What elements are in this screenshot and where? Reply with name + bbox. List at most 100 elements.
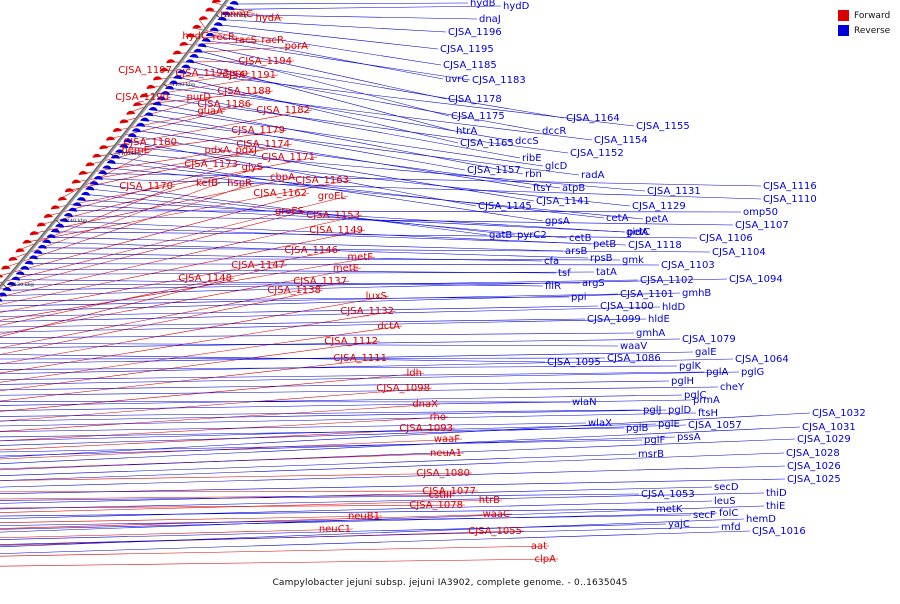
reverse-leader-line <box>0 409 642 417</box>
forward-gene-label: metF <box>347 252 373 263</box>
reverse-leader-line <box>0 424 687 446</box>
reverse-gene-label: CJSA_1026 <box>787 461 841 472</box>
reverse-gene-label: gpsA <box>545 216 570 227</box>
reverse-gene-label: CJSA_1107 <box>735 220 789 231</box>
reverse-leader-line <box>0 436 676 457</box>
gene-feature <box>140 117 150 122</box>
reverse-leader-line <box>0 500 713 519</box>
forward-gene-label: racS <box>235 35 257 46</box>
reverse-gene-label: argS <box>582 278 605 289</box>
gene-feature <box>159 67 169 72</box>
forward-gene-label: aat <box>531 541 547 552</box>
reverse-gene-label: rpsB <box>590 253 613 264</box>
reverse-leader-line <box>202 51 450 117</box>
forward-gene-label: CJSA_1180 <box>123 137 177 148</box>
reverse-gene-label: pssA <box>677 432 701 443</box>
forward-gene-label: kefB <box>196 178 218 189</box>
forward-leader-line <box>0 387 433 422</box>
reverse-leader-line <box>111 168 644 220</box>
reverse-leader-line <box>0 318 586 328</box>
reverse-gene-label: leuS <box>714 496 736 507</box>
forward-gene-label: ldh <box>407 368 422 379</box>
forward-leader-line <box>0 295 390 365</box>
reverse-leader-line <box>0 332 635 338</box>
reverse-gene-label: mfd <box>721 522 741 533</box>
forward-gene-label: CJSA_1146 <box>284 245 338 256</box>
reverse-gene-label: CJSA_1031 <box>802 422 856 433</box>
reverse-gene-label: pglC <box>684 390 706 401</box>
gene-feature <box>119 144 129 149</box>
forward-gene-label: groES <box>275 206 304 217</box>
reverse-leader-line <box>0 409 667 422</box>
reverse-gene-label: CJSA_1157 <box>467 165 521 176</box>
reverse-leader-line <box>165 99 569 154</box>
reverse-gene-label: cheY <box>720 382 745 393</box>
gene-feature <box>186 33 196 38</box>
forward-leader-line <box>0 490 479 493</box>
reverse-gene-label: CJSA_1185 <box>443 60 497 71</box>
forward-gene-label: CJSA_1188 <box>217 86 271 97</box>
reverse-gene-label: CJSA_1175 <box>451 111 505 122</box>
tick-label: 1120 kbp <box>11 282 35 288</box>
gene-feature <box>221 11 231 16</box>
gene-feature <box>133 102 143 107</box>
reverse-gene-label: CJSA_1025 <box>787 474 841 485</box>
gene-feature <box>199 16 209 21</box>
reverse-gene-label: galE <box>695 347 717 358</box>
reverse-gene-label: fliR <box>545 281 561 292</box>
forward-gene-label: CJSA_1098 <box>376 383 430 394</box>
forward-leader-line <box>0 494 455 500</box>
gene-feature <box>0 292 7 297</box>
reverse-gene-label: waaV <box>620 341 647 352</box>
reverse-leader-line <box>0 453 637 476</box>
reverse-leader-line <box>0 401 571 403</box>
forward-gene-label: CJSA_1182 <box>256 105 310 116</box>
reverse-gene-label: pglF <box>644 435 665 446</box>
reverse-gene-label: pglJ <box>643 405 661 416</box>
reverse-leader-line <box>0 293 619 307</box>
gene-feature <box>0 274 4 278</box>
forward-leader-line <box>0 277 235 337</box>
gene-feature <box>64 188 74 193</box>
forward-gene-label: htrB <box>479 495 500 506</box>
reverse-gene-label: petA <box>645 214 668 225</box>
forward-leader-line <box>0 325 403 383</box>
forward-gene-label: neuC1 <box>319 524 351 535</box>
reverse-leader-line <box>72 215 734 226</box>
forward-gene-label: CJSA_1077 <box>422 486 476 497</box>
reverse-gene-label: metK <box>656 504 683 515</box>
gene-feature <box>102 165 112 170</box>
reverse-gene-label: CJSA_1116 <box>763 181 817 192</box>
reverse-leader-line <box>11 279 639 291</box>
forward-gene-label: hydA <box>256 13 282 24</box>
gene-feature <box>177 69 187 74</box>
reverse-gene-label: hldE <box>648 314 670 325</box>
reverse-leader-line <box>0 439 643 453</box>
reverse-gene-label: secD <box>714 482 739 493</box>
reverse-gene-label: CJSA_1131 <box>647 186 701 197</box>
reverse-gene-label: CJSA_1079 <box>682 334 736 345</box>
reverse-gene-label: wlaN <box>572 397 597 408</box>
reverse-leader-line <box>0 305 599 317</box>
tick-mark <box>216 14 222 19</box>
reverse-leader-line <box>0 505 765 533</box>
forward-gene-label: CJSA_1111 <box>333 353 387 364</box>
forward-leader-line <box>198 19 211 37</box>
forward-leader-line <box>0 452 465 470</box>
reverse-leader-line <box>169 93 521 159</box>
reverse-gene-label: CJSA_1145 <box>478 201 532 212</box>
reverse-gene-label: CJSA_1099 <box>587 314 641 325</box>
gene-feature <box>106 136 116 141</box>
gene-feature <box>44 214 54 218</box>
forward-leader-line <box>29 176 298 235</box>
forward-leader-line <box>50 156 318 209</box>
reverse-gene-label: pglK <box>679 361 701 372</box>
forward-leader-line <box>172 45 311 54</box>
reverse-leader-line <box>0 399 692 411</box>
reverse-gene-label: CJSA_1164 <box>566 113 620 124</box>
tick-label: 1200 kbp <box>224 13 248 19</box>
forward-gene-label: dnaX <box>412 399 438 410</box>
forward-leader-line <box>0 427 456 451</box>
forward-gene-label: CJSA_1112 <box>324 336 378 347</box>
reverse-leader-line <box>0 465 786 488</box>
